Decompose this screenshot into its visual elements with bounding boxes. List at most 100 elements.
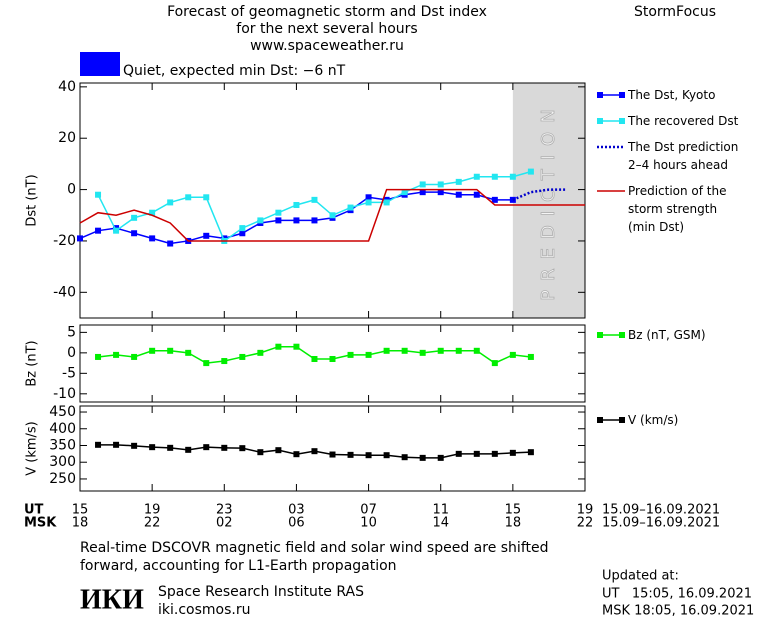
msk-tick-label: 14 — [432, 516, 449, 531]
plot-frame — [79, 324, 586, 403]
data-point — [167, 199, 174, 206]
data-point — [419, 189, 426, 196]
legend-marker — [597, 332, 603, 338]
title-line: for the next several hours — [236, 21, 417, 37]
title-line: Forecast of geomagnetic storm and Dst in… — [167, 4, 487, 20]
data-point — [77, 235, 83, 242]
data-point — [95, 353, 102, 360]
ut-tick-label: 15 — [505, 503, 522, 518]
data-point — [365, 452, 372, 459]
data-point — [203, 360, 210, 367]
data-point — [95, 227, 102, 234]
y-tick-label: -20 — [53, 233, 76, 249]
data-point — [365, 194, 372, 201]
data-point — [329, 451, 336, 458]
updated-line: Updated at: — [602, 569, 679, 584]
data-point — [509, 351, 516, 358]
plot-frame — [79, 405, 586, 492]
data-point — [149, 347, 156, 354]
plot-frame — [79, 82, 586, 319]
y-axis-label: Dst (nT) — [25, 174, 40, 226]
data-point — [329, 212, 336, 219]
series-line — [512, 188, 567, 202]
data-point — [293, 451, 300, 458]
data-point — [257, 217, 264, 224]
data-point — [221, 444, 228, 451]
data-point — [455, 347, 462, 354]
msk-row-label: MSK — [24, 516, 57, 531]
title-line: www.spaceweather.ru — [250, 38, 404, 54]
data-point — [239, 225, 246, 232]
data-point — [257, 449, 264, 456]
data-point — [437, 181, 444, 188]
data-point — [293, 217, 300, 224]
legend-marker — [597, 118, 603, 124]
msk-tick-label: 18 — [505, 516, 522, 531]
series-line — [79, 188, 585, 242]
data-point — [221, 358, 228, 365]
data-point — [473, 173, 480, 180]
data-point — [383, 347, 390, 354]
msk-tick-label: 22 — [144, 516, 161, 531]
data-point — [203, 194, 210, 201]
y-tick-label: 250 — [49, 471, 76, 487]
y-tick-label: -10 — [53, 386, 76, 402]
data-point — [311, 217, 318, 224]
updated-line: MSK 18:05, 16.09.2021 — [602, 604, 754, 619]
ut-tick-label: 23 — [216, 503, 233, 518]
data-point — [311, 196, 318, 203]
data-point — [491, 360, 498, 367]
ut-tick-label: 19 — [577, 503, 594, 518]
data-point — [275, 447, 282, 454]
data-point — [167, 347, 174, 354]
data-point — [455, 191, 462, 198]
msk-tick-label: 18 — [72, 516, 89, 531]
series-line — [97, 170, 532, 243]
institute: Space Research Institute RAS — [158, 584, 364, 600]
legend-marker — [619, 417, 625, 423]
y-tick-label: 20 — [58, 130, 76, 146]
data-point — [95, 191, 102, 198]
data-point — [527, 353, 534, 360]
y-tick-label: -40 — [53, 284, 76, 300]
ut-row-label: UT — [24, 503, 44, 518]
updated-line: UT 15:05, 16.09.2021 — [602, 587, 752, 602]
msk-tick-label: 10 — [360, 516, 377, 531]
data-point — [167, 444, 174, 451]
data-point — [131, 230, 138, 237]
data-point — [131, 442, 138, 449]
data-point — [95, 441, 102, 448]
legend-marker — [619, 332, 625, 338]
data-point — [491, 173, 498, 180]
msk-tick-label: 02 — [216, 516, 233, 531]
data-point — [185, 194, 192, 201]
data-point — [347, 351, 354, 358]
legend-marker — [619, 92, 625, 98]
data-point — [329, 355, 336, 362]
data-point — [437, 189, 444, 196]
ut-tick-label: 07 — [360, 503, 377, 518]
logo: ИКИ — [80, 584, 144, 615]
data-point — [347, 204, 354, 211]
data-point — [383, 452, 390, 459]
data-point — [311, 355, 318, 362]
note-line: Real-time DSCOVR magnetic field and sola… — [80, 540, 549, 556]
legend-label: Prediction of the storm strength (min Ds… — [628, 184, 727, 234]
data-point — [113, 441, 120, 448]
data-point — [113, 227, 120, 234]
data-point — [437, 347, 444, 354]
data-point — [275, 217, 282, 224]
data-point — [473, 450, 480, 457]
date-range: 15.09–16.09.2021 — [602, 503, 720, 518]
legend-marker — [597, 92, 603, 98]
note-line: forward, accounting for L1-Earth propaga… — [80, 558, 397, 574]
data-point — [509, 173, 516, 180]
data-point — [113, 351, 120, 358]
data-point — [473, 191, 480, 198]
y-axis-label: V (km/s) — [25, 421, 40, 476]
data-point — [401, 347, 408, 354]
data-point — [131, 353, 138, 360]
site: iki.cosmos.ru — [158, 602, 250, 618]
y-tick-label: 5 — [67, 324, 76, 340]
